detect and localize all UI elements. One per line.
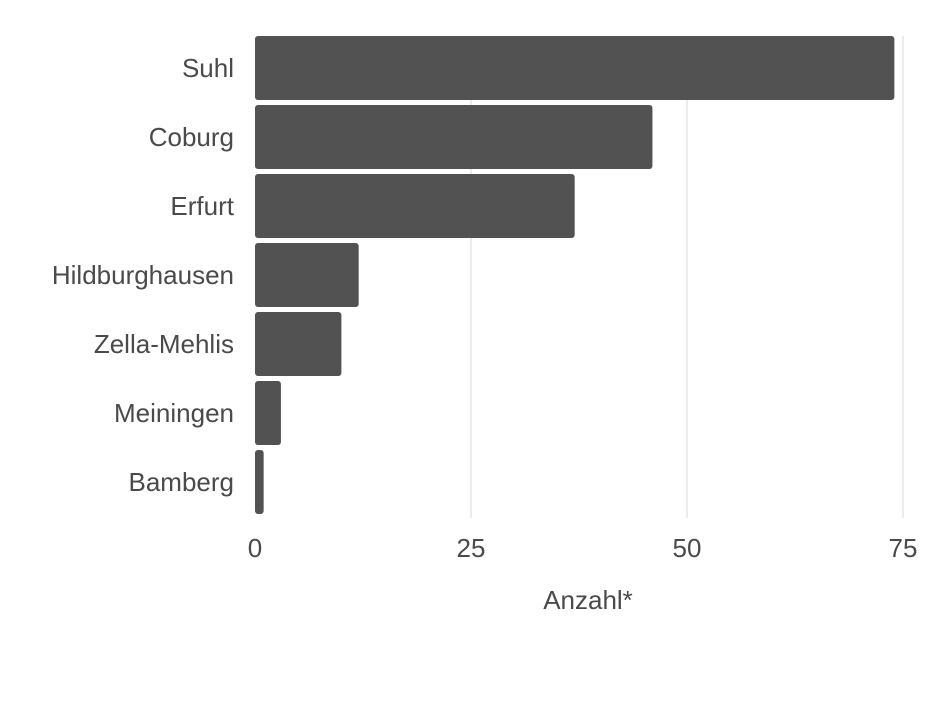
x-tick-labels: 0 25 50 75 [248, 533, 918, 563]
category-labels: Suhl Coburg Erfurt Hildburghausen Zella-Mehl… [52, 53, 235, 497]
bar-coburg [255, 105, 653, 169]
x-tick-label-75: 75 [889, 533, 918, 563]
bar-meiningen [255, 381, 281, 445]
x-tick-label-25: 25 [457, 533, 486, 563]
category-label-zella-mehlis: Zella-Mehlis [94, 329, 234, 359]
bar-hildburghausen [255, 243, 359, 307]
x-tick-label-0: 0 [248, 533, 262, 563]
category-label-bamberg: Bamberg [129, 467, 235, 497]
bar-bamberg [255, 450, 264, 514]
x-tick-label-50: 50 [673, 533, 702, 563]
category-label-hildburghausen: Hildburghausen [52, 260, 234, 290]
bars [255, 36, 895, 514]
x-axis-title: Anzahl* [543, 585, 633, 615]
bar-erfurt [255, 174, 575, 238]
bar-zella-mehlis [255, 312, 342, 376]
category-label-suhl: Suhl [182, 53, 234, 83]
category-label-meiningen: Meiningen [114, 398, 234, 428]
bar-suhl [255, 36, 895, 100]
category-label-erfurt: Erfurt [170, 191, 234, 221]
category-label-coburg: Coburg [149, 122, 234, 152]
